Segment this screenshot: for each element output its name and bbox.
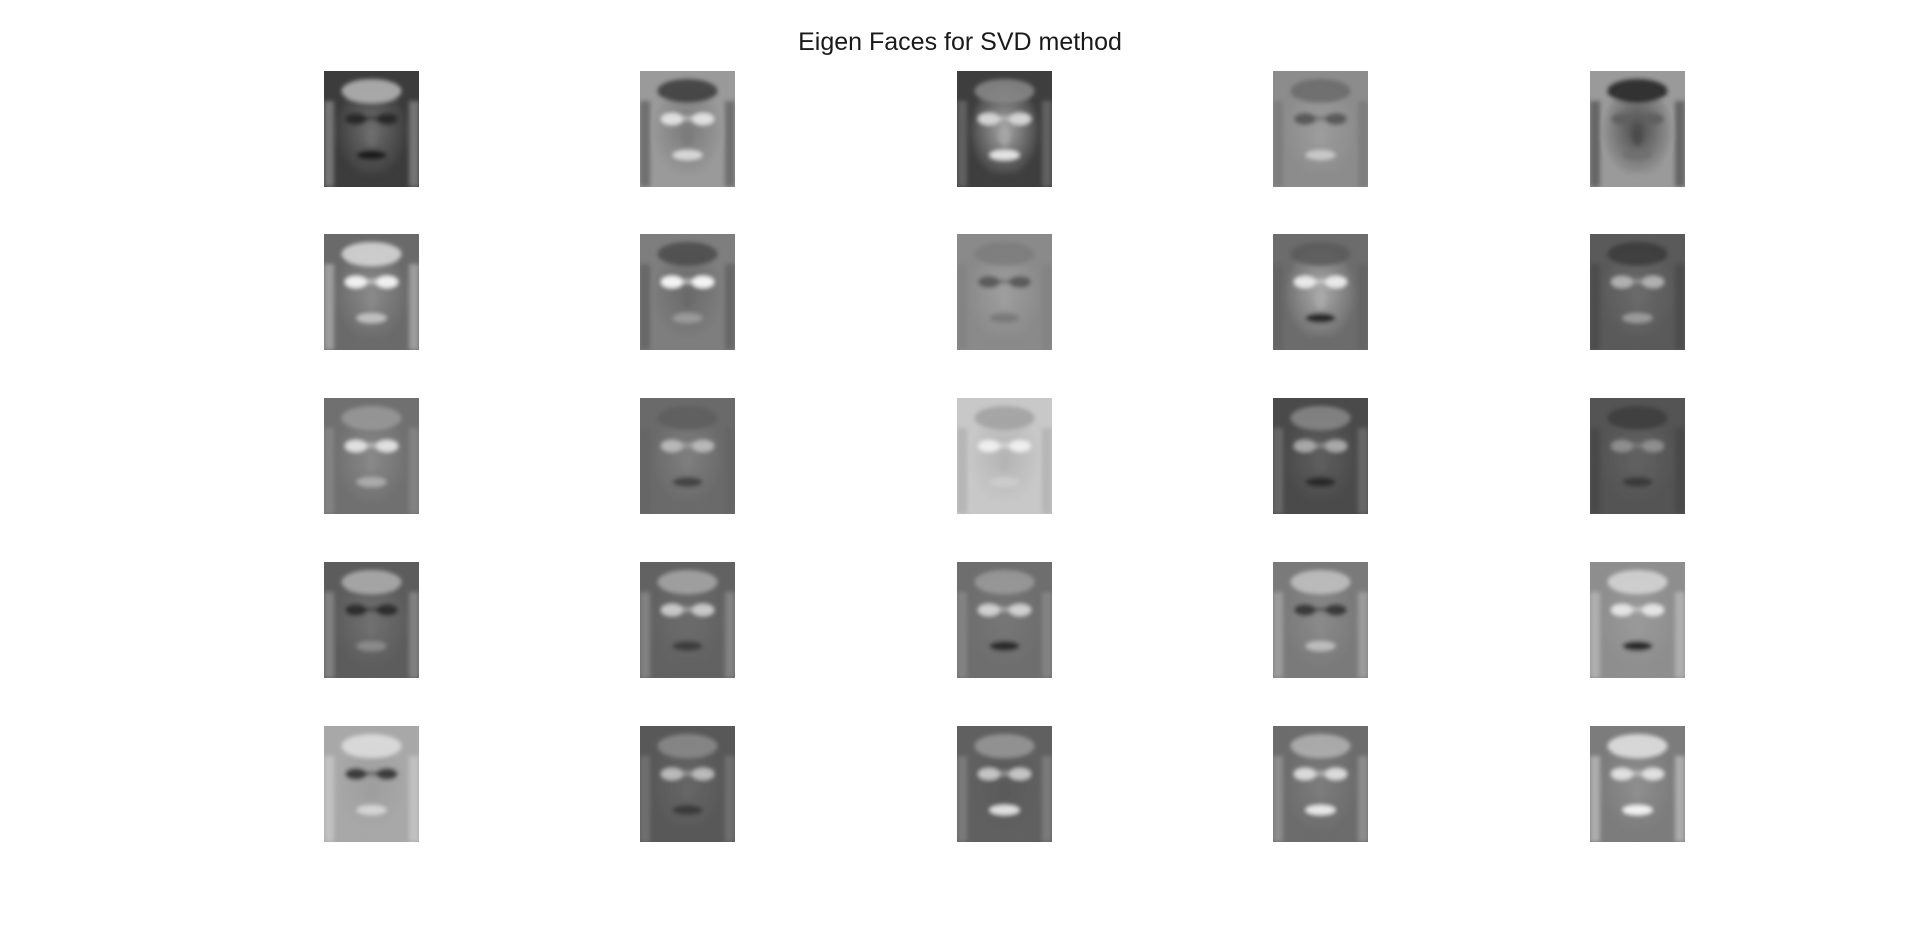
eigenface-15 (1590, 398, 1685, 514)
eigenface-2 (640, 71, 735, 187)
figure-title: Eigen Faces for SVD method (798, 28, 1122, 56)
eigenface-25 (1590, 726, 1685, 842)
eigenface-7 (640, 234, 735, 350)
eigenface-18 (957, 562, 1052, 678)
eigenface-13 (957, 398, 1052, 514)
eigenface-9 (1273, 234, 1368, 350)
eigenface-16 (324, 562, 419, 678)
eigenface-6 (324, 234, 419, 350)
eigenface-19 (1273, 562, 1368, 678)
eigenface-17 (640, 562, 735, 678)
eigenface-12 (640, 398, 735, 514)
eigenface-21 (324, 726, 419, 842)
eigenface-5 (1590, 71, 1685, 187)
eigenface-8 (957, 234, 1052, 350)
eigenface-22 (640, 726, 735, 842)
eigenface-14 (1273, 398, 1368, 514)
eigenface-23 (957, 726, 1052, 842)
eigenface-3 (957, 71, 1052, 187)
eigenface-1 (324, 71, 419, 187)
eigenface-11 (324, 398, 419, 514)
eigenface-24 (1273, 726, 1368, 842)
eigenface-4 (1273, 71, 1368, 187)
eigenface-10 (1590, 234, 1685, 350)
eigenface-20 (1590, 562, 1685, 678)
